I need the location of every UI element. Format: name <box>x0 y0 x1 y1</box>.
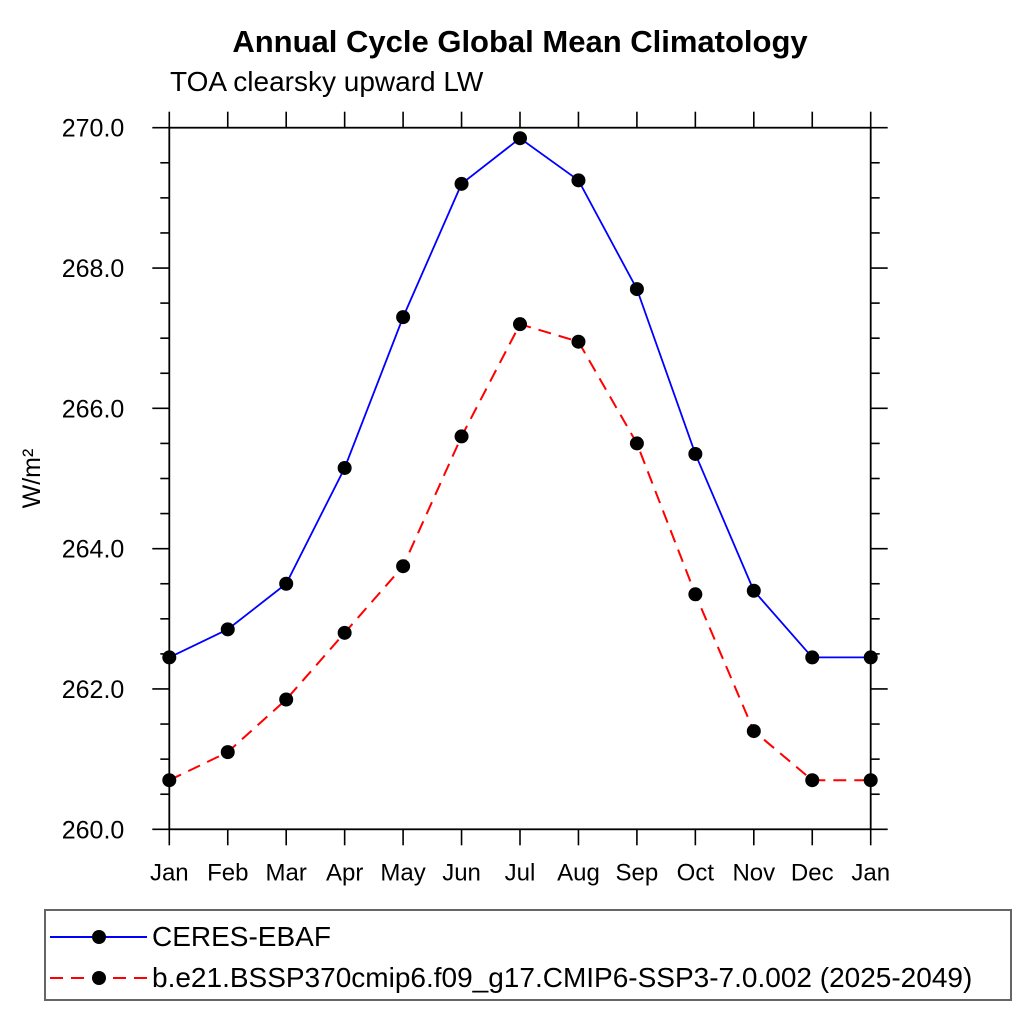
y-axis-tick-label: 262.0 <box>62 676 125 704</box>
y-axis-tick-label: 270.0 <box>62 115 125 143</box>
chart-subtitle: TOA clearsky upward LW <box>170 66 484 97</box>
data-point-marker-series-1 <box>629 436 644 451</box>
plot-border <box>168 126 872 831</box>
data-point-marker-series-1 <box>688 587 703 602</box>
data-point-marker-series-1 <box>279 692 294 707</box>
legend-marker-dot <box>92 971 106 985</box>
data-point-marker-series-0 <box>454 176 469 191</box>
data-point-marker-series-0 <box>688 446 703 461</box>
x-axis-tick-label: Feb <box>207 859 248 886</box>
x-axis-tick-label: Dec <box>791 859 834 886</box>
data-point-marker-series-0 <box>162 650 177 665</box>
data-point-marker-series-1 <box>805 773 820 788</box>
x-axis-tick-label: May <box>380 859 425 886</box>
x-axis-tick-label: Jan <box>851 859 890 886</box>
series-line-1 <box>168 322 871 782</box>
data-point-marker-series-0 <box>220 622 235 637</box>
x-axis-tick-label: Jan <box>150 859 189 886</box>
data-point-marker-series-1 <box>162 773 177 788</box>
legend-item-model: b.e21.BSSP370cmip6.f09_g17.CMIP6-SSP3-7.… <box>46 959 972 997</box>
data-point-marker-series-1 <box>220 745 235 760</box>
y-axis-tick-label: 268.0 <box>62 255 125 283</box>
legend-label-model: b.e21.BSSP370cmip6.f09_g17.CMIP6-SSP3-7.… <box>152 962 973 993</box>
y-axis-title: W/m² <box>18 449 46 509</box>
data-point-marker-series-0 <box>805 650 820 665</box>
x-axis-tick-label: Jun <box>442 859 481 886</box>
chart-title: Annual Cycle Global Mean Climatology <box>232 24 808 59</box>
data-point-marker-series-0 <box>396 310 411 325</box>
x-axis-tick-label: Sep <box>616 859 659 886</box>
legend-sample-solid-line <box>50 930 147 944</box>
y-axis-tick-label: 260.0 <box>62 816 125 844</box>
data-point-marker-series-1 <box>396 559 411 574</box>
data-point-marker-series-0 <box>337 460 352 475</box>
legend: CERES-EBAF b.e21.BSSP370cmip6.f09_g17.CM… <box>44 909 1012 1001</box>
x-axis-tick-label: Nov <box>732 859 775 886</box>
legend-label-ceres-ebaf: CERES-EBAF <box>152 921 331 952</box>
x-axis-tick-label: Jul <box>505 859 536 886</box>
data-point-marker-series-0 <box>746 583 761 598</box>
x-axis-tick-label: Mar <box>266 859 307 886</box>
x-axis-tick-label: Apr <box>326 859 363 886</box>
data-point-marker-series-0 <box>629 282 644 297</box>
data-point-marker-series-1 <box>454 429 469 444</box>
x-axis-tick-label: Oct <box>677 859 715 886</box>
legend-sample-dashed-line <box>50 971 147 985</box>
legend-marker-dot <box>92 930 106 944</box>
data-point-marker-series-1 <box>571 334 586 349</box>
y-axis-tick-label: 264.0 <box>62 536 125 564</box>
series-line-0 <box>168 137 871 659</box>
data-point-marker-series-1 <box>746 724 761 739</box>
data-point-marker-series-1 <box>513 317 527 332</box>
legend-item-ceres-ebaf: CERES-EBAF <box>46 918 331 956</box>
data-point-marker-series-1 <box>863 773 878 788</box>
data-point-marker-series-0 <box>279 576 294 591</box>
data-point-marker-series-0 <box>513 131 527 146</box>
data-point-marker-series-0 <box>571 173 586 188</box>
data-point-marker-series-0 <box>863 650 878 665</box>
y-axis-tick-label: 266.0 <box>62 395 125 423</box>
x-axis-tick-label: Aug <box>557 859 600 886</box>
data-point-marker-series-1 <box>337 625 352 640</box>
